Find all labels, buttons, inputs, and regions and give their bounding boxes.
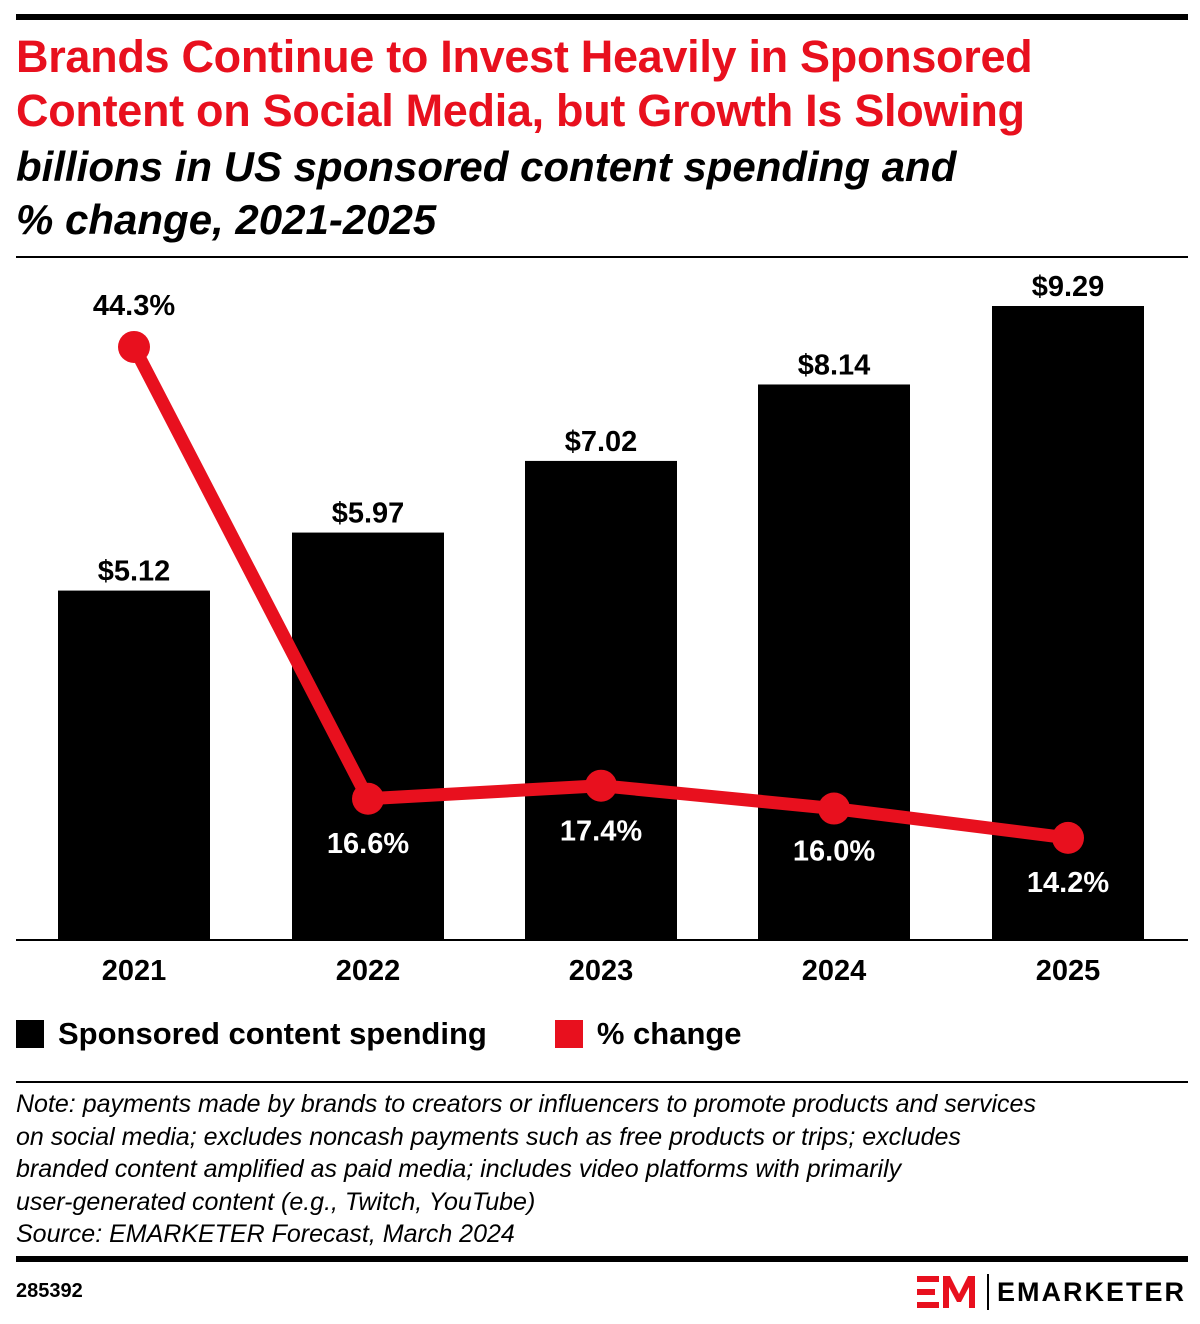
bottom-rule [16,1256,1188,1262]
brand-name: EMARKETER [996,1276,1186,1307]
bar-2023 [525,460,677,940]
change-point-2022 [352,782,384,815]
brand-logo[interactable]: EMARKETER [916,1270,1186,1314]
bar-2021 [58,590,210,940]
change-point-2024 [818,792,850,825]
change-point-2023 [585,769,617,802]
legend: Sponsored content spending % change [16,1014,810,1054]
footnote: Note: payments made by brands to creator… [16,1088,1188,1251]
chart-subtitle-line-1: billions in US sponsored content spendin… [16,143,957,190]
em-logo-icon [916,1276,975,1308]
x-tick-2025: 2025 [1036,955,1101,987]
bar-2024 [758,384,910,940]
chart-title-line-2: Content on Social Media, but Growth Is S… [16,85,1025,136]
change-label-2022: 16.6% [327,828,409,860]
source-line: Source: EMARKETER Forecast, March 2024 [16,1220,515,1249]
bar-label-2022: $5.97 [332,498,405,530]
change-label-2024: 16.0% [793,836,875,868]
bar-2022 [292,532,444,940]
footnote-line-4: user-generated content (e.g., Twitch, Yo… [16,1187,536,1216]
bar-label-2024: $8.14 [798,349,871,381]
footnote-line-1: Note: payments made by brands to creator… [16,1090,1036,1118]
logo-divider [986,1274,989,1310]
legend-swatch-spending [16,1020,44,1048]
legend-item-change: % change [554,1016,742,1052]
chart-title-line-1: Brands Continue to Invest Heavily in Spo… [16,31,1033,82]
header-rule [16,256,1188,258]
change-point-2021 [118,330,150,363]
x-tick-2021: 2021 [102,955,167,987]
x-tick-2024: 2024 [802,955,867,987]
legend-label-spending: Sponsored content spending [58,1016,487,1051]
footnote-line-3: branded content amplified as paid media;… [16,1155,902,1184]
chart-subtitle-line-2: % change, 2021-2025 [16,196,437,243]
top-rule [16,14,1188,20]
chart-subtitle: billions in US sponsored content spendin… [16,140,1188,246]
legend-label-change: % change [596,1016,742,1051]
x-tick-2023: 2023 [569,955,634,987]
bar-label-2025: $9.29 [1032,271,1105,303]
footnote-line-2: on social media; excludes noncash paymen… [16,1122,961,1151]
chart-title: Brands Continue to Invest Heavily in Spo… [16,30,1188,138]
change-label-2023: 17.4% [560,816,642,848]
bar-label-2021: $5.12 [98,556,171,588]
bar-label-2023: $7.02 [565,426,638,458]
change-label-2021: 44.3% [93,290,175,322]
change-label-2025: 14.2% [1027,867,1109,899]
change-point-2025 [1052,821,1084,854]
x-tick-2022: 2022 [336,955,401,987]
legend-swatch-change [554,1020,583,1048]
chart-id: 285392 [16,1280,83,1302]
note-rule [16,1081,1188,1083]
legend-item-spending: Sponsored content spending [16,1016,487,1052]
